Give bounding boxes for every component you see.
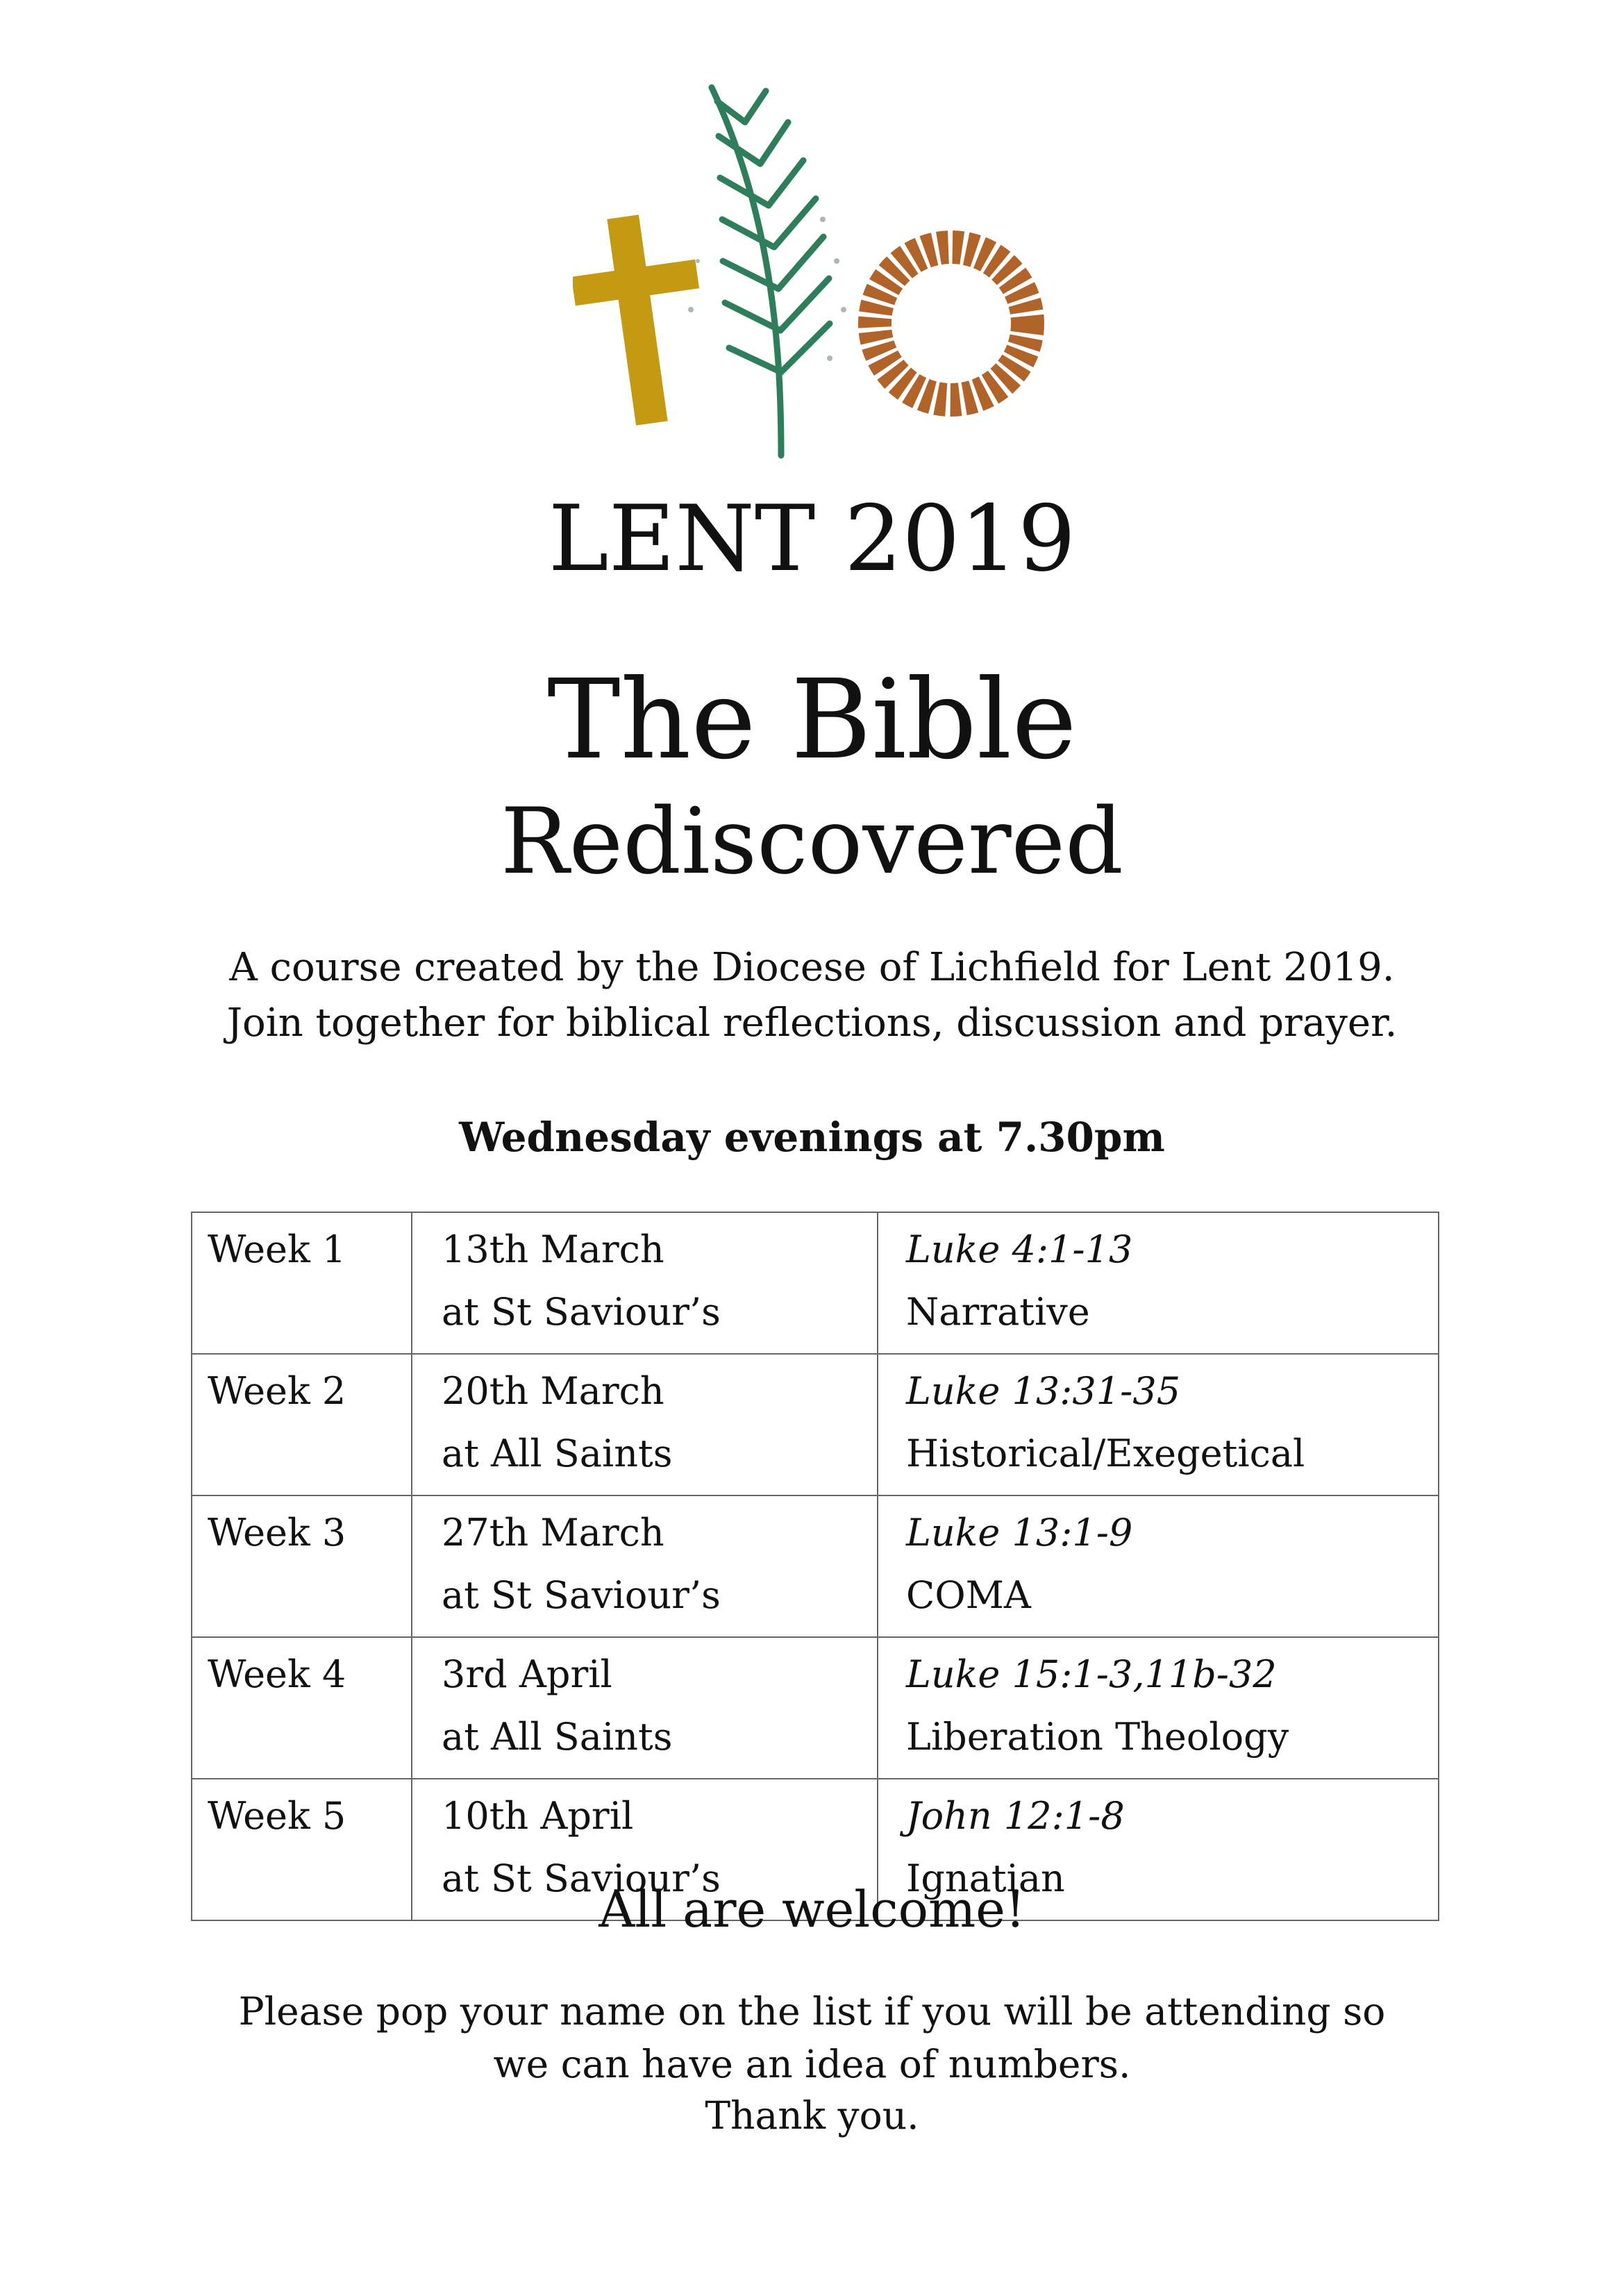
title: The Bible [547,656,1077,784]
reading: John 12:1-8 [906,1794,1125,1838]
approach: Narrative [906,1290,1090,1334]
venue: at St Saviour’s [442,1290,721,1334]
approach: Historical/Exegetical [906,1432,1305,1475]
when-cell: 3rd April at All Saints [411,1636,878,1779]
logo [573,84,1044,459]
week-cell: Week 1 [191,1212,412,1355]
reading: Luke 13:1-9 [906,1511,1133,1555]
when-cell: 27th March at St Saviour’s [411,1495,878,1638]
schedule-row: Week 5 10th April at St Saviour’s John 12:1… [191,1778,1439,1921]
approach: COMA [906,1573,1031,1617]
when-cell: 10th April at St Saviour’s [411,1778,878,1921]
week-cell: Week 3 [191,1495,412,1638]
title: Rediscovered [501,788,1123,894]
schedule-heading: Wednesday evenings at 7.30pm [459,1114,1165,1161]
schedule-row: Week 1 13th March at St Saviour’s Luke 4:1-… [191,1212,1439,1355]
approach: Ignatian [906,1857,1065,1900]
approach: Liberation Theology [906,1715,1289,1759]
date: 20th March [442,1369,664,1413]
week: Week 2 [208,1369,346,1413]
reading-cell: John 12:1-8 Ignatian [877,1778,1439,1921]
footer-line: Please pop your name on the list if you … [238,1989,1386,2034]
date: 3rd April [442,1652,612,1696]
season: LENT 2019 [548,485,1076,592]
week: Week 1 [208,1227,346,1271]
reading-cell: Luke 15:1-3,11b-32 Liberation Theology [877,1636,1439,1779]
week-cell: Week 4 [191,1636,412,1779]
week: Week 3 [208,1511,346,1555]
week-cell: Week 2 [191,1353,412,1496]
reading: Luke 4:1-13 [906,1227,1133,1271]
date: 13th March [442,1227,664,1271]
when-cell: 13th March at St Saviour’s [411,1212,878,1355]
reading: Luke 13:31-35 [906,1369,1181,1413]
week: Week 4 [208,1652,346,1696]
date: 10th April [442,1794,634,1838]
schedule-row: Week 3 27th March at St Saviour’s Luke 13:1… [191,1495,1439,1638]
reading-cell: Luke 13:31-35 Historical/Exegetical [877,1353,1439,1496]
venue: at All Saints [442,1432,673,1475]
reading-cell: Luke 13:1-9 COMA [877,1495,1439,1638]
welcome: All are welcome! [598,1880,1026,1938]
schedule-row: Week 4 3rd April at All Saints Luke 15:1-3,… [191,1636,1439,1779]
venue: at All Saints [442,1715,673,1759]
schedule-table: Week 1 13th March at St Saviour’s Luke 4:1-… [191,1212,1439,1921]
intro-line: A course created by the Diocese of Lichf… [229,945,1395,990]
footer-line: Thank you. [705,2093,919,2138]
schedule-row: Week 2 20th March at All Saints Luke 13:31-… [191,1353,1439,1496]
intro-line: Join together for biblical reflections, … [226,1000,1398,1046]
venue: at St Saviour’s [442,1857,721,1900]
date: 27th March [442,1511,664,1555]
when-cell: 20th March at All Saints [411,1353,878,1496]
week: Week 5 [208,1794,346,1838]
venue: at St Saviour’s [442,1573,721,1617]
footer-line: we can have an idea of numbers. [493,2042,1131,2086]
reading: Luke 15:1-3,11b-32 [906,1652,1277,1696]
week-cell: Week 5 [191,1778,412,1921]
reading-cell: Luke 4:1-13 Narrative [877,1212,1439,1355]
